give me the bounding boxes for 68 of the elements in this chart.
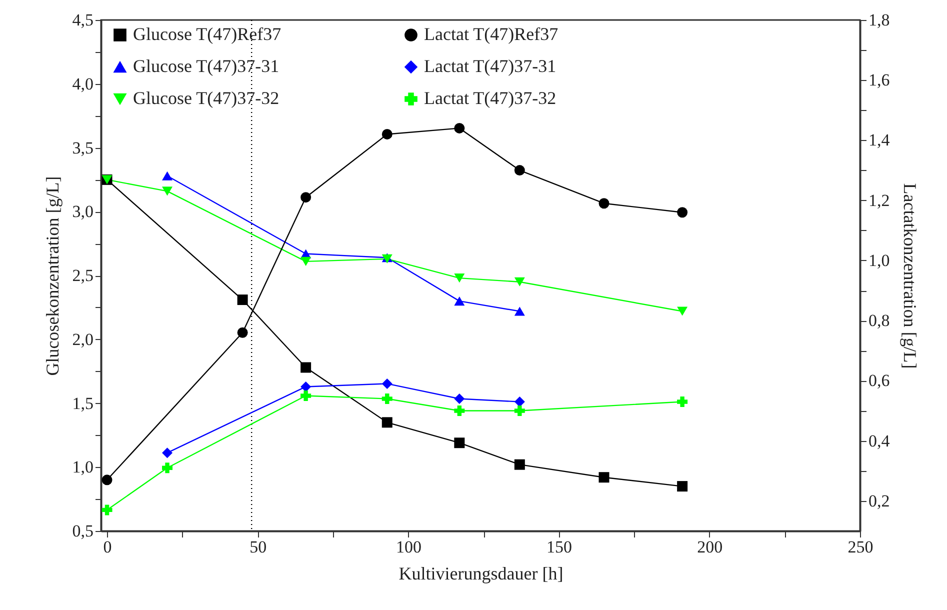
y-tick-label: 3,0	[72, 202, 94, 222]
point	[300, 362, 312, 373]
point	[162, 448, 173, 458]
point	[514, 306, 525, 316]
point	[237, 327, 248, 338]
point	[677, 396, 688, 407]
point	[514, 406, 525, 416]
point	[677, 207, 688, 218]
y2-axis-title: Lactatkonzentration [g/L]	[900, 183, 920, 369]
x-tick-label: 200	[697, 538, 723, 556]
point	[454, 296, 465, 306]
point	[514, 165, 525, 176]
y2-tick-label: 1,4	[868, 130, 890, 150]
point	[162, 186, 173, 196]
y-axis-title: Glucosekonzentration [g/L]	[42, 176, 62, 376]
point	[598, 472, 610, 483]
legend-label: Glucose T(47)Ref37	[133, 24, 282, 44]
point	[300, 192, 312, 203]
point	[454, 406, 465, 416]
x-tick-label: 0	[103, 538, 112, 556]
point	[162, 462, 173, 474]
x-tick-label: 250	[848, 538, 874, 556]
y-tick-label: 4,5	[72, 10, 94, 30]
y2-tick-label: 0,4	[868, 431, 890, 450]
point	[454, 438, 465, 448]
y-tick-label: 1,5	[72, 394, 94, 413]
x-tick-label: 50	[250, 538, 267, 556]
y2-tick-label: 1,8	[868, 10, 890, 30]
point	[382, 378, 392, 389]
point	[300, 390, 312, 401]
point	[514, 396, 525, 407]
y2-tick-label: 0,2	[868, 491, 890, 510]
point	[598, 198, 610, 209]
point	[514, 459, 525, 470]
y-tick-label: 0,5	[72, 522, 94, 540]
y2-tick-label: 1,2	[868, 190, 890, 210]
point	[162, 171, 173, 180]
y-tick-label: 2,5	[72, 266, 94, 285]
x-tick-label: 100	[396, 538, 422, 556]
point	[382, 393, 392, 404]
y2-tick-label: 1,6	[868, 70, 890, 90]
point	[237, 294, 248, 306]
point	[677, 306, 688, 316]
point	[677, 481, 688, 492]
point	[454, 122, 465, 134]
point	[300, 256, 312, 266]
legend-label: Lactat T(47)Ref37	[424, 24, 558, 44]
y2-tick-label: 1,0	[868, 250, 890, 270]
y-tick-label: 2,0	[72, 330, 94, 349]
point	[102, 474, 112, 486]
legend-label: Glucose T(47)37-31	[133, 56, 280, 76]
point	[454, 393, 465, 404]
y2-tick-label: 0,6	[868, 371, 890, 390]
x-tick-label: 150	[546, 538, 572, 556]
legend-label: Glucose T(47)37-32	[133, 88, 280, 108]
legend-label: Lactat T(47)37-31	[424, 56, 556, 76]
point	[382, 417, 392, 428]
y-tick-label: 3,5	[72, 138, 94, 158]
point	[454, 274, 465, 283]
x-axis-title: Kultivierungsdauer [h]	[398, 564, 564, 584]
point	[300, 381, 312, 392]
point	[102, 504, 112, 516]
point	[382, 128, 392, 140]
point	[514, 277, 525, 286]
y-tick-label: 4,0	[72, 74, 94, 94]
y-tick-label: 1,0	[72, 458, 94, 477]
legend-label: Lactat T(47)37-32	[424, 88, 556, 108]
y2-tick-label: 0,8	[868, 311, 890, 330]
